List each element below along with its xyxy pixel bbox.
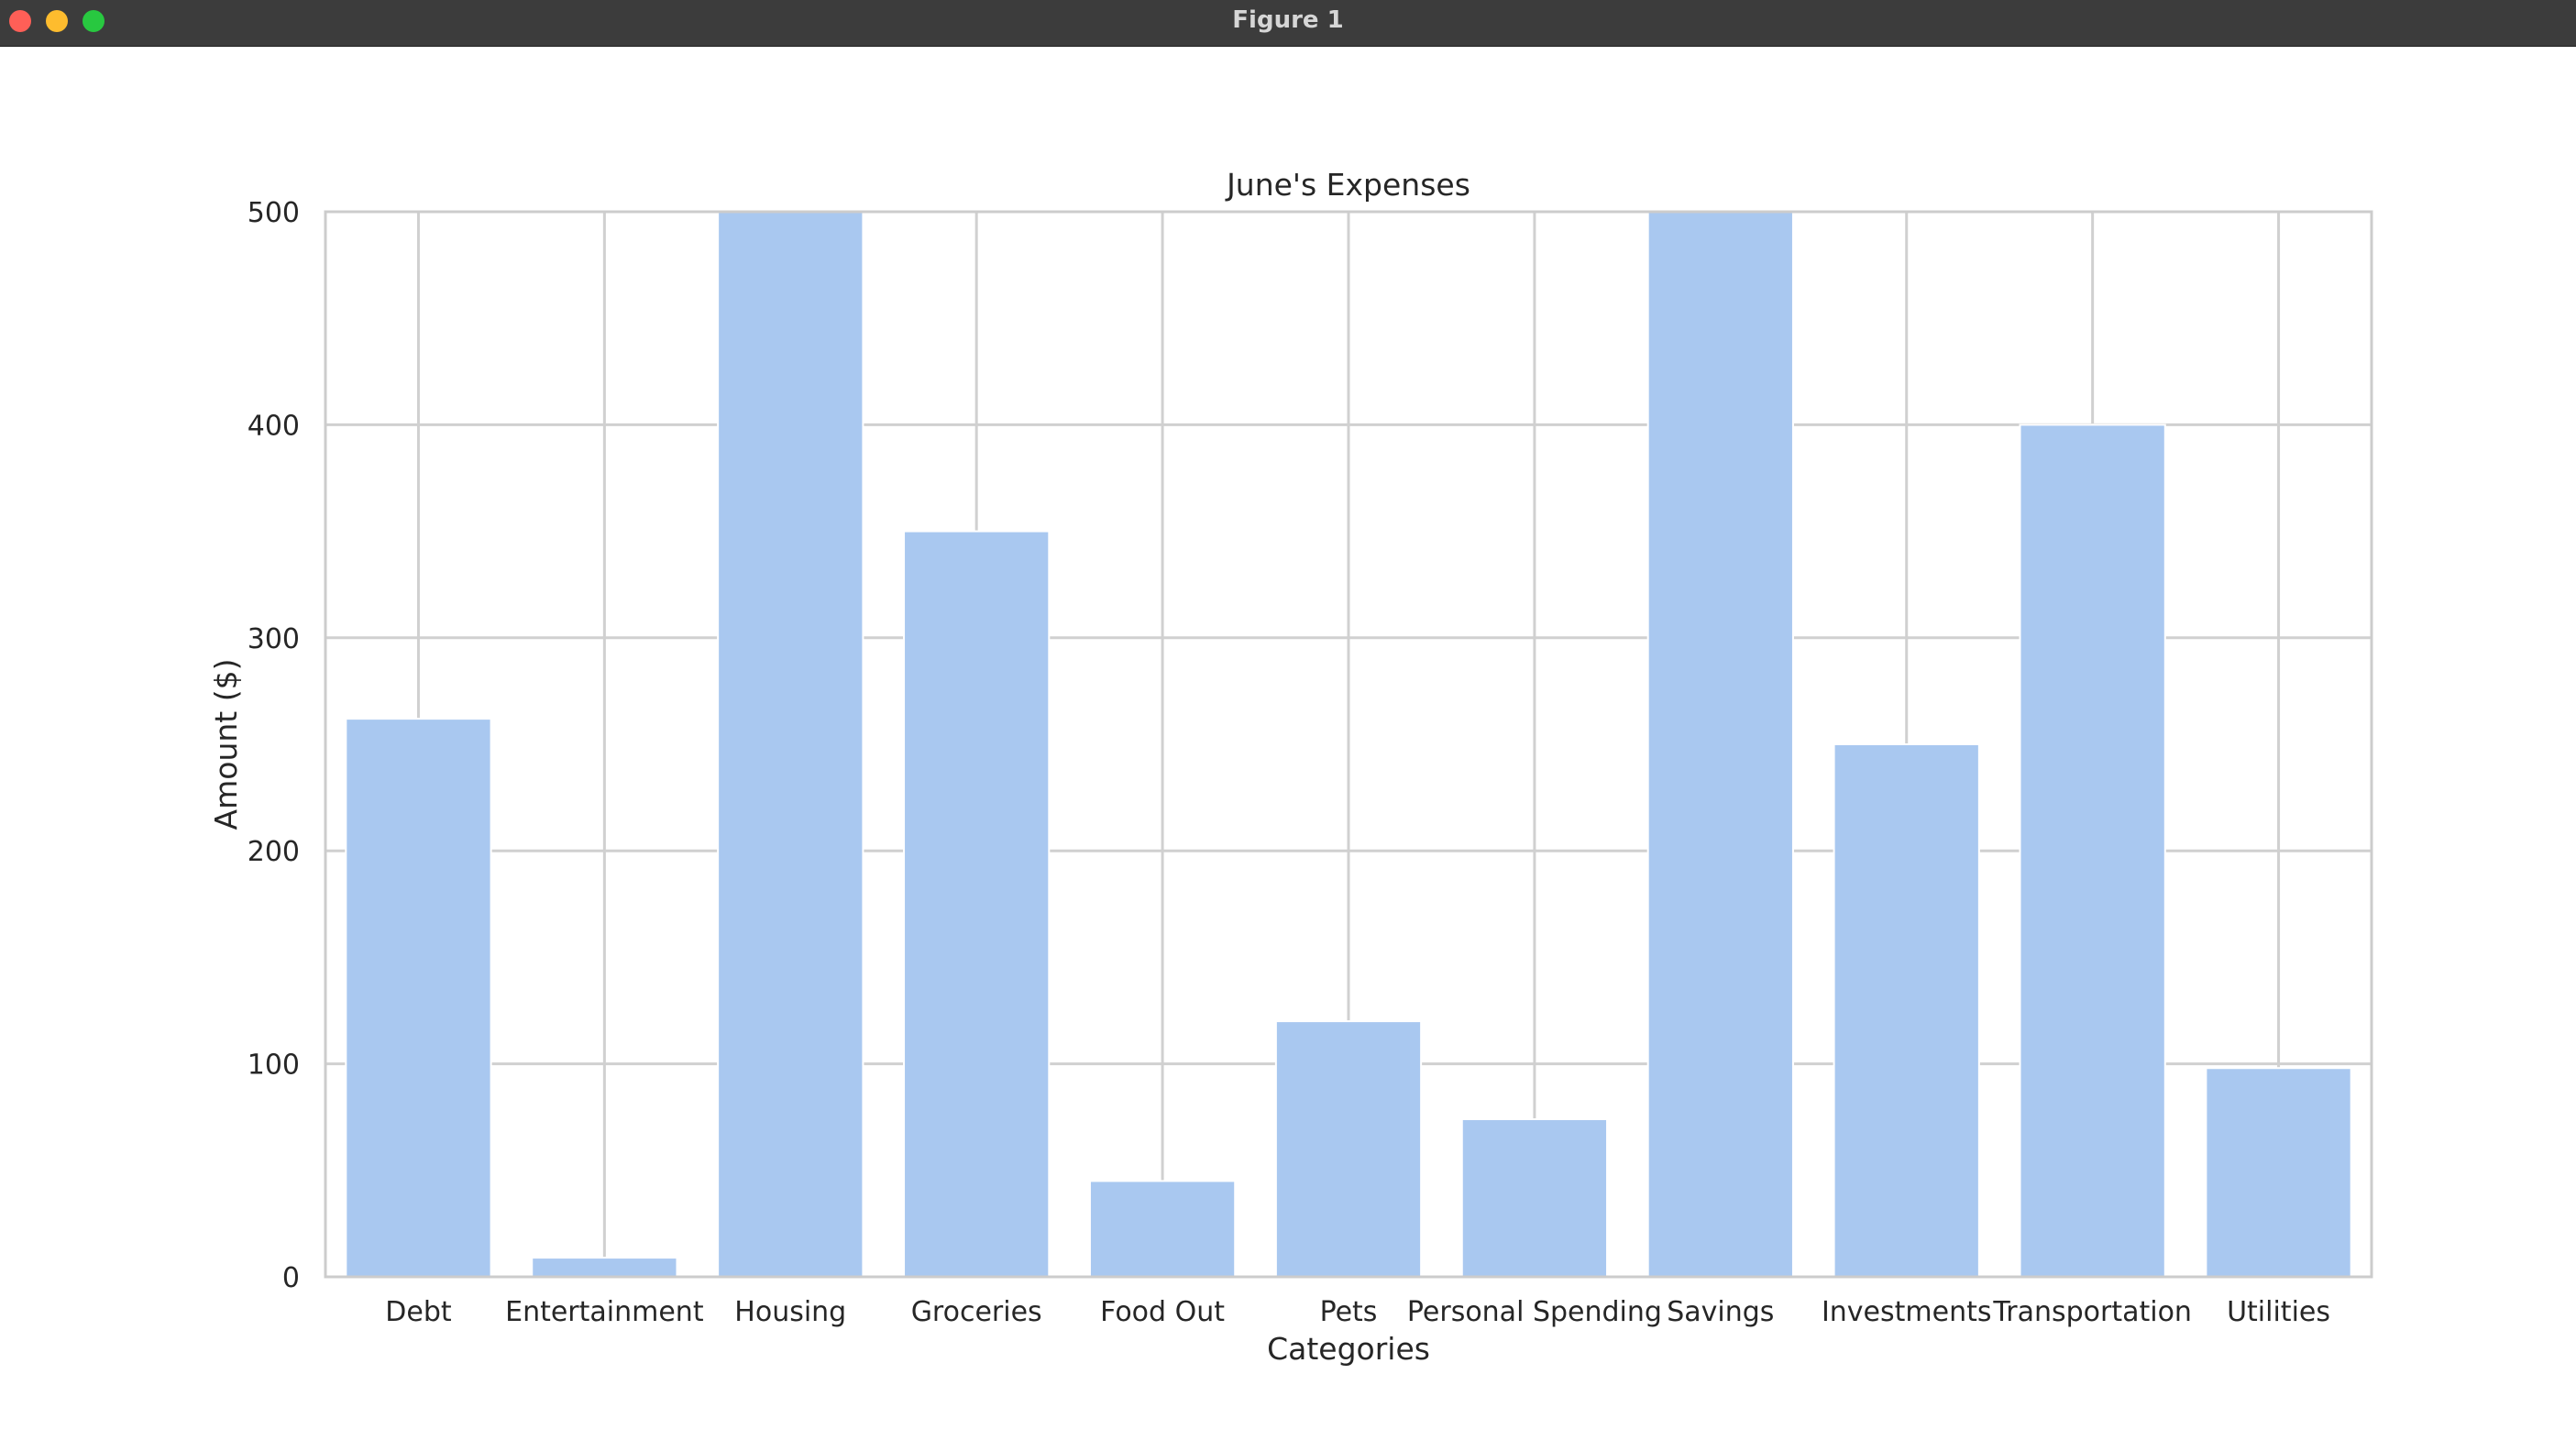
bar-savings bbox=[1646, 211, 1794, 1278]
x-tick-label: Food Out bbox=[1100, 1296, 1225, 1328]
figure-canvas: 0 100 200 300 400 500 Debt Entertainment Housin… bbox=[0, 47, 2576, 1424]
window-titlebar: Figure 1 bbox=[0, 0, 2576, 47]
bar-housing bbox=[717, 211, 864, 1278]
y-tick-label: 300 bbox=[248, 623, 300, 655]
bar-debt bbox=[345, 718, 492, 1278]
y-axis-label: Amount ($) bbox=[208, 659, 244, 830]
y-tick-label: 0 bbox=[282, 1262, 300, 1294]
x-tick-label: Pets bbox=[1320, 1296, 1378, 1328]
bar-pets bbox=[1274, 1020, 1423, 1278]
x-tick-label: Debt bbox=[385, 1296, 452, 1328]
x-axis-label: Categories bbox=[1267, 1331, 1430, 1367]
bar-investments bbox=[1833, 743, 1980, 1278]
plot-frame bbox=[324, 210, 2373, 1279]
bar-utilities bbox=[2205, 1067, 2352, 1279]
x-tick-label: Groceries bbox=[911, 1296, 1042, 1328]
bar-transportation bbox=[2019, 423, 2166, 1278]
y-tick-labels: 0 100 200 300 400 500 bbox=[248, 197, 300, 1294]
y-tick-label: 200 bbox=[248, 836, 300, 868]
x-tick-labels: Debt Entertainment Housing Groceries Food Ou… bbox=[385, 1296, 2330, 1328]
close-window-button[interactable] bbox=[9, 10, 31, 32]
bar-entertainment bbox=[531, 1257, 678, 1278]
maximize-window-button[interactable] bbox=[83, 10, 105, 32]
y-tick-label: 500 bbox=[248, 197, 300, 229]
y-tick-label: 100 bbox=[248, 1050, 300, 1082]
bar-chart: 0 100 200 300 400 500 Debt Entertainment Housin… bbox=[208, 167, 2373, 1367]
x-tick-label: Housing bbox=[734, 1296, 846, 1328]
x-tick-label: Utilities bbox=[2227, 1296, 2330, 1328]
bars bbox=[345, 211, 2352, 1279]
bar-food-out bbox=[1088, 1180, 1237, 1279]
x-tick-label: Transportation bbox=[1992, 1296, 2192, 1328]
chart-title: June's Expenses bbox=[1225, 167, 1470, 203]
x-tick-label: Entertainment bbox=[505, 1296, 704, 1328]
x-tick-label: Personal Spending bbox=[1407, 1296, 1662, 1328]
x-tick-label: Savings bbox=[1667, 1296, 1774, 1328]
y-tick-label: 400 bbox=[248, 410, 300, 442]
bar-groceries bbox=[903, 530, 1051, 1278]
window-title: Figure 1 bbox=[1232, 6, 1344, 34]
x-tick-label: Investments bbox=[1822, 1296, 1992, 1328]
bar-personal-spending bbox=[1460, 1118, 1609, 1279]
minimize-window-button[interactable] bbox=[46, 10, 68, 32]
